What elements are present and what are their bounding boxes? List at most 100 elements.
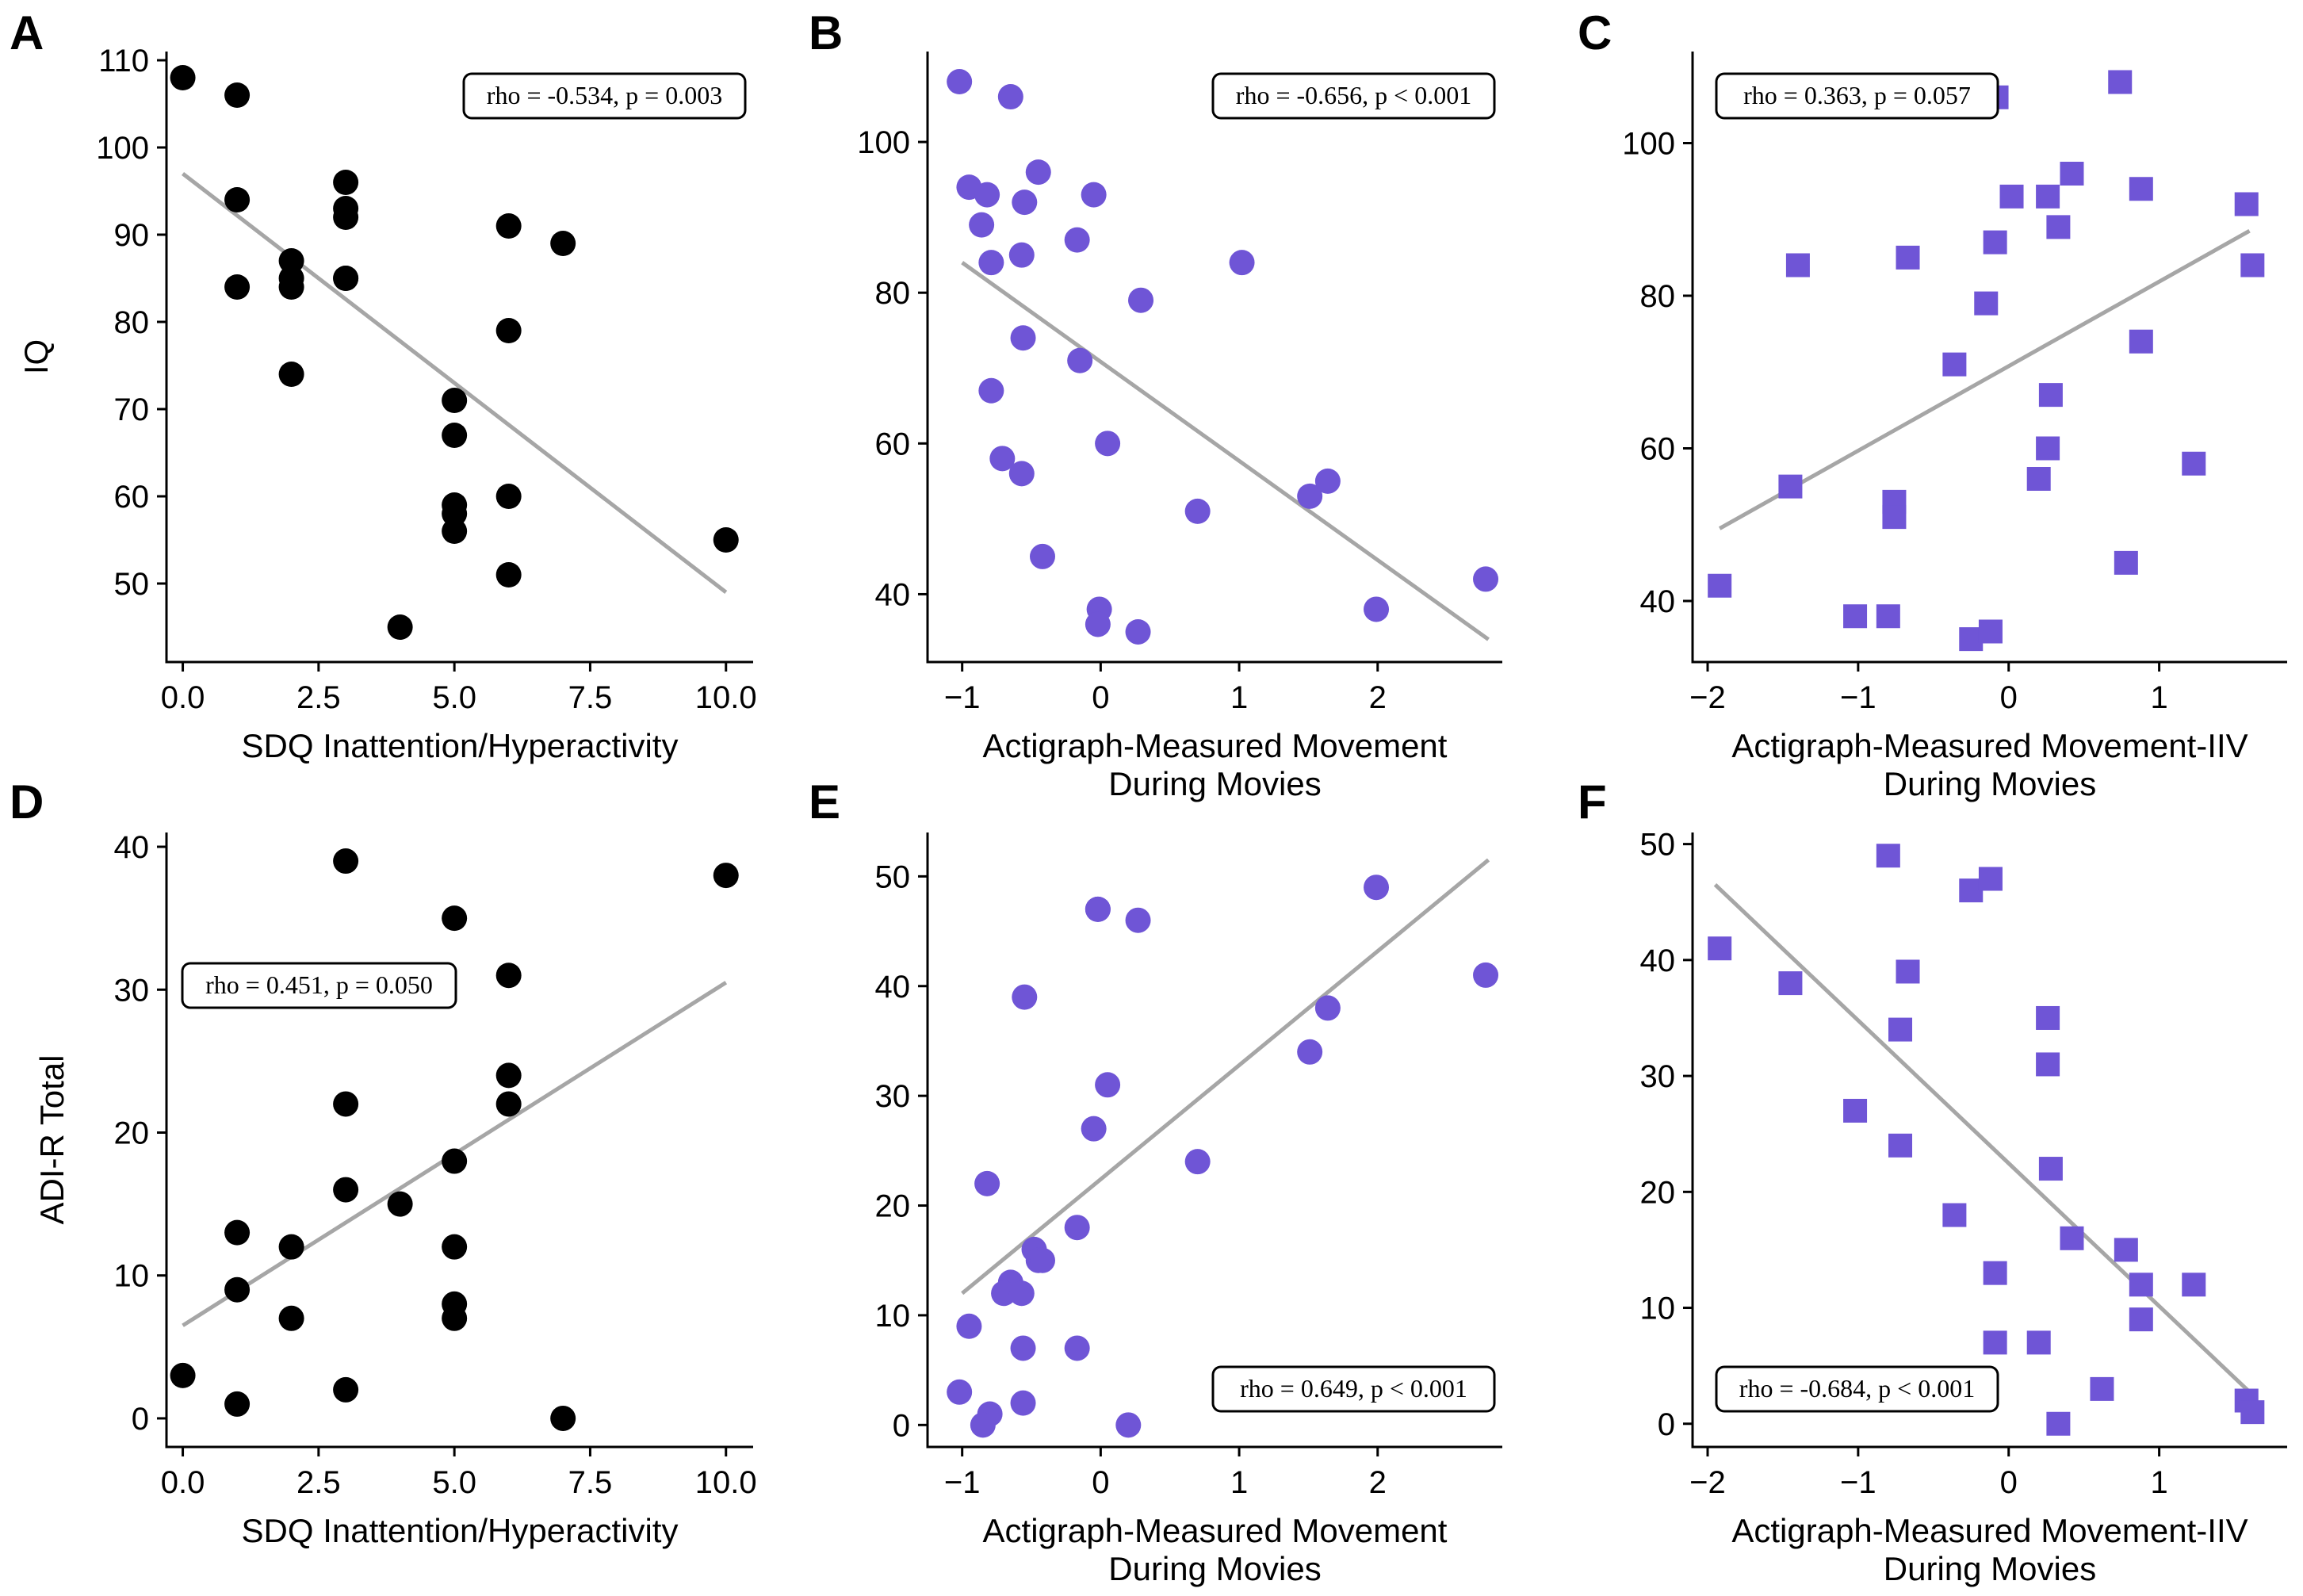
data-point <box>974 1170 1000 1196</box>
y-tick-label: 60 <box>875 427 911 461</box>
x-tick-label: 0 <box>1092 680 1109 715</box>
stats-text: rho = -0.684, p < 0.001 <box>1739 1374 1975 1403</box>
data-point <box>1778 971 1803 996</box>
y-tick-label: 50 <box>1640 828 1676 863</box>
x-tick-label: 2 <box>1369 1465 1387 1500</box>
data-point <box>1896 245 1920 270</box>
data-point <box>989 446 1016 472</box>
x-tick-label: 10.0 <box>695 1465 757 1500</box>
data-point <box>1843 1098 1868 1123</box>
data-point <box>1896 959 1920 984</box>
x-tick-label: 0.0 <box>161 1465 205 1500</box>
y-tick-label: 20 <box>875 1189 911 1224</box>
data-point <box>1778 474 1803 499</box>
data-point <box>224 187 251 212</box>
data-point <box>1708 573 1732 598</box>
data-point <box>2240 253 2265 277</box>
data-point <box>1999 184 2024 209</box>
data-point <box>1081 182 1107 208</box>
data-point <box>1008 1280 1035 1307</box>
stats-annotation: rho = 0.451, p = 0.050 <box>181 962 457 1009</box>
y-tick-label: 30 <box>875 1079 911 1114</box>
panel-d: D 0.0 2.5 5.0 7.5 10.0 0 10 20 30 40 SDQ Inattentio… <box>10 775 757 1549</box>
panel-letter: F <box>1578 775 1607 829</box>
x-axis-label: Actigraph-Measured Movement <box>983 1512 1448 1549</box>
data-point <box>991 1280 1017 1307</box>
data-point <box>224 274 251 300</box>
x-tick-label: 7.5 <box>568 1465 613 1500</box>
data-point <box>1882 505 1907 530</box>
axis-spines <box>165 832 753 1449</box>
y-tick-label: 90 <box>114 218 150 253</box>
data-point <box>1364 596 1390 622</box>
data-point <box>1115 1412 1142 1438</box>
y-tick-label: 0 <box>132 1402 149 1437</box>
data-point <box>495 213 522 239</box>
y-tick-label: 40 <box>875 970 911 1005</box>
x-tick-label: 10.0 <box>695 680 757 715</box>
x-axis-label: During Movies <box>1108 1550 1321 1587</box>
data-point <box>1025 159 1051 186</box>
y-tick-label: 80 <box>114 305 150 340</box>
data-point <box>1876 844 1900 868</box>
x-axis-label: Actigraph-Measured Movement <box>983 727 1448 764</box>
stats-text: rho = -0.656, p < 0.001 <box>1236 81 1471 109</box>
data-point <box>1229 250 1255 276</box>
data-point <box>170 1362 196 1388</box>
y-tick-label: 0 <box>1658 1407 1675 1442</box>
y-tick-label: 10 <box>875 1299 911 1334</box>
data-point <box>1314 995 1341 1021</box>
x-tick-label: 0 <box>1092 1465 1109 1500</box>
data-point <box>495 484 522 509</box>
data-point <box>1942 1203 1967 1227</box>
regression-line <box>961 261 1490 641</box>
data-point <box>1030 1247 1055 1273</box>
y-tick-label: 100 <box>1622 127 1675 162</box>
stats-box <box>1715 1365 1999 1413</box>
axis-spines <box>165 52 753 664</box>
data-point <box>1010 1390 1036 1416</box>
data-point <box>2234 192 2259 216</box>
data-point <box>2036 1052 2060 1077</box>
stats-box <box>1211 72 1496 120</box>
y-tick-label: 30 <box>1640 1059 1676 1094</box>
data-point <box>2060 1226 2084 1250</box>
y-tick-label: 80 <box>875 276 911 311</box>
x-tick-label: −1 <box>1840 680 1876 715</box>
data-point <box>1297 1039 1323 1065</box>
y-tick-label: 10 <box>114 1259 150 1294</box>
x-tick-label: 2.5 <box>296 680 341 715</box>
data-point <box>1184 498 1211 524</box>
x-tick-label: 2.5 <box>296 1465 341 1500</box>
regression-line <box>1718 229 2251 530</box>
y-tick-label: 30 <box>114 973 150 1008</box>
data-point <box>495 562 522 587</box>
data-point <box>224 82 251 108</box>
regression-line <box>961 858 1490 1296</box>
stats-box <box>181 962 457 1009</box>
data-point <box>1983 1330 2007 1355</box>
data-point <box>224 1276 251 1303</box>
x-tick-label: 1 <box>1230 1465 1248 1500</box>
data-point <box>2036 436 2060 461</box>
data-point <box>1888 1133 1913 1158</box>
data-point <box>333 1091 359 1117</box>
data-point <box>1473 566 1499 592</box>
data-point <box>997 84 1023 110</box>
stats-box <box>1211 1365 1496 1413</box>
y-tick-label: 10 <box>1640 1292 1676 1326</box>
x-tick-label: 0.0 <box>161 680 205 715</box>
y-tick-label: 80 <box>1640 279 1676 314</box>
panel-letter: E <box>809 775 840 829</box>
stats-box <box>1715 72 1999 120</box>
x-axis-label: SDQ Inattention/Hyperactivity <box>242 1512 679 1549</box>
data-point <box>1012 189 1038 216</box>
panel-b: B −1 0 1 2 40 60 80 100 Actigraph-Measured Moveme… <box>809 6 1502 802</box>
y-tick-label: 60 <box>114 480 150 515</box>
data-point <box>550 1405 576 1431</box>
data-point <box>1064 1335 1090 1361</box>
data-point <box>2129 329 2153 354</box>
data-point <box>2026 1330 2051 1355</box>
y-tick-label: 0 <box>893 1408 910 1443</box>
data-point <box>1064 227 1090 253</box>
